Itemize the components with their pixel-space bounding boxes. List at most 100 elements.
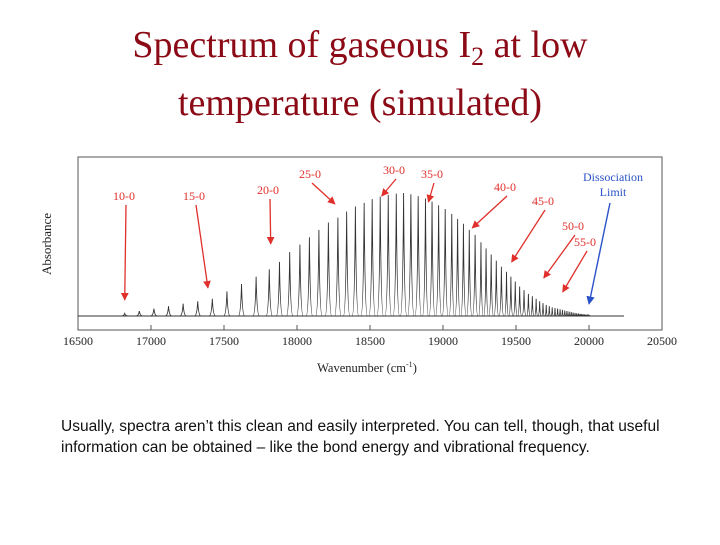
spectrum-peak (479, 242, 484, 316)
spectrum-peak (306, 237, 312, 316)
spectrum-peak (377, 197, 383, 316)
spectrum-peak (335, 218, 341, 316)
dissociation-limit-arrow (589, 203, 610, 304)
band-arrow (512, 210, 545, 262)
spectrum-peak (415, 196, 421, 316)
spectrum-peak (180, 304, 186, 316)
spectrum-peak (429, 202, 435, 316)
spectrum-peak (361, 203, 367, 316)
spectrum-peak (518, 286, 522, 316)
y-axis-label: Absorbance (39, 213, 54, 275)
band-arrow (382, 179, 396, 196)
spectrum-peak (136, 311, 142, 316)
spectrum-peak (548, 306, 551, 316)
spectrum-peak (509, 277, 513, 316)
band-label: 55-0 (574, 235, 596, 249)
x-axis-label: Wavenumber (cm-1) (317, 360, 417, 375)
spectrum-peak (522, 290, 526, 316)
band-label: 15-0 (183, 189, 205, 203)
x-tick-label: 18500 (355, 334, 385, 348)
spectrum-peak (393, 194, 399, 316)
spectrum-trace (78, 193, 624, 316)
spectrum-peak (494, 261, 499, 316)
x-axis-label-superscript: -1 (406, 360, 413, 369)
spectrum-peak (556, 309, 558, 316)
spectrum-peak (408, 194, 414, 316)
spectrum-peak (570, 312, 572, 316)
spectrum-peak (316, 230, 322, 316)
band-label: 30-0 (383, 163, 405, 177)
spectrum-peak (352, 207, 358, 316)
x-tick-label: 18000 (282, 334, 312, 348)
band-label: 45-0 (532, 194, 554, 208)
spectrum-peak (499, 267, 504, 316)
band-arrow (312, 183, 335, 204)
band-arrow (472, 196, 507, 228)
spectrum-peak (527, 294, 531, 316)
band-arrow (125, 205, 126, 300)
spectrum-peak (276, 262, 282, 316)
spectrum-peak (238, 284, 244, 316)
band-annotations: 10-0 15-0 20-0 25-0 30-0 35-0 40-0 45-0 50-0 55-0… (113, 163, 643, 304)
spectrum-peak (489, 255, 494, 317)
spectrum-peak (467, 230, 472, 316)
band-arrow (544, 235, 575, 278)
x-axis-label-text: Wavenumber (cm (317, 361, 406, 375)
spectrum-peak (461, 224, 466, 316)
band-label: 35-0 (421, 167, 443, 181)
x-tick-label: 20000 (574, 334, 604, 348)
spectrum-peak (266, 269, 272, 316)
spectrum-peak (566, 311, 568, 316)
spectrum-peak (513, 282, 517, 316)
spectrum-peak (551, 307, 553, 316)
spectrum-peak (195, 301, 201, 316)
x-tick-label: 19000 (428, 334, 458, 348)
spectrum-peak (423, 199, 429, 316)
spectrum-peak (165, 306, 171, 316)
band-label: 20-0 (257, 183, 279, 197)
band-label: 25-0 (299, 167, 321, 181)
spectrum-peak (505, 272, 509, 316)
band-label: 50-0 (562, 219, 584, 233)
spectrum-peak (545, 305, 548, 316)
spectrum-peak (209, 299, 215, 316)
spectrum-peak (343, 211, 349, 316)
band-label: 10-0 (113, 189, 135, 203)
spectrum-peak (369, 199, 375, 316)
spectrum-peak (564, 310, 566, 316)
spectrum-peak (472, 235, 477, 316)
spectrum-peak (484, 248, 489, 316)
spectrum-peak (455, 219, 460, 316)
caption-text: Usually, spectra aren’t this clean and e… (61, 416, 671, 458)
x-tick-label: 17000 (136, 334, 166, 348)
x-tick-label: 19500 (501, 334, 531, 348)
spectrum-peak (554, 308, 556, 316)
x-tick-label: 17500 (209, 334, 239, 348)
spectrum-peak (442, 209, 448, 316)
band-label: 40-0 (494, 180, 516, 194)
band-arrow (196, 205, 208, 288)
spectrum-peak (449, 214, 454, 316)
spectrum-peak (297, 245, 303, 316)
spectrum-peak (385, 195, 391, 316)
spectrum-peak (561, 310, 563, 316)
x-axis-label-close: ) (413, 361, 417, 375)
spectrum-peak (253, 277, 259, 316)
spectrum-peak (559, 309, 561, 316)
spectrum-peak (436, 205, 442, 316)
spectrum-peak (400, 193, 406, 316)
spectrum-peak (538, 301, 541, 316)
x-tick-label: 20500 (647, 334, 677, 348)
band-arrow (428, 183, 434, 202)
spectrum-peak (224, 291, 230, 316)
spectrum-peak (535, 299, 538, 316)
spectrum-peak (542, 303, 545, 316)
band-arrow (270, 199, 271, 244)
band-arrow (563, 251, 587, 292)
spectrum-peak (572, 313, 574, 316)
spectrum-peak (151, 309, 157, 316)
